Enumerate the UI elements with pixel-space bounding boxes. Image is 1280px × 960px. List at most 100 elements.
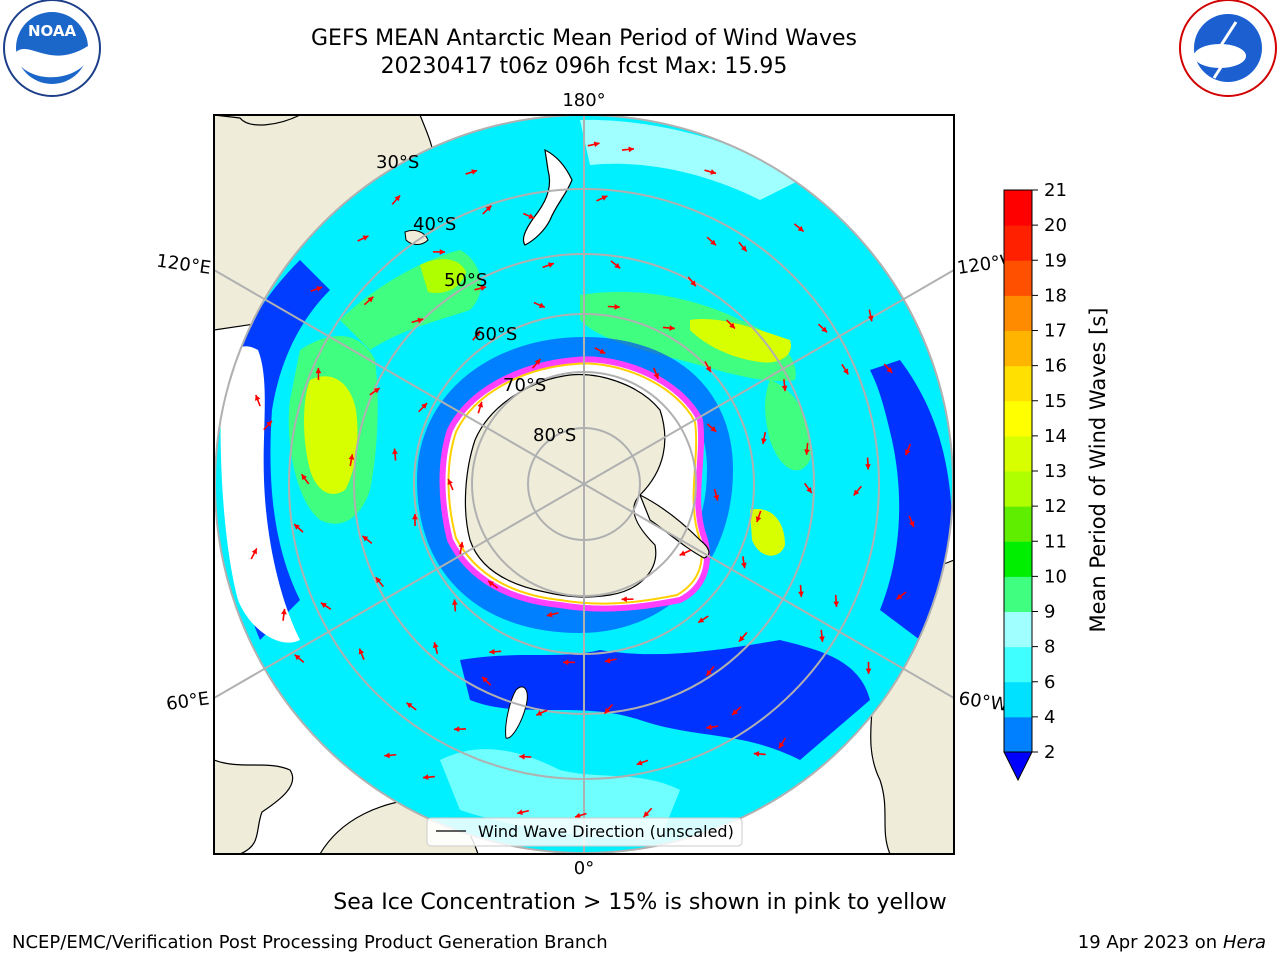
colorbar-tick-label: 8 xyxy=(1044,637,1055,658)
wave-direction-arrowhead xyxy=(679,550,686,556)
wave-direction-arrowhead xyxy=(853,489,860,496)
wave-direction-arrowhead xyxy=(601,195,608,201)
colorbar-cell xyxy=(1004,646,1032,683)
wave-direction-arrowhead xyxy=(886,367,893,373)
colorbar-cell xyxy=(1004,435,1032,472)
colorbar-tick-label: 12 xyxy=(1044,496,1067,517)
africa-landmass xyxy=(214,759,294,854)
wave-direction-arrowhead xyxy=(562,659,569,666)
wave-direction-arrowhead xyxy=(653,373,659,379)
blue-ring-around-ice xyxy=(416,336,734,634)
lon-label-0: 0° xyxy=(574,858,594,879)
footer-credit: NCEP/EMC/Verification Post Processing Pr… xyxy=(12,932,608,953)
wave-direction-arrowhead xyxy=(865,668,872,674)
colorbar-cell xyxy=(1004,506,1032,542)
colorbar-cell xyxy=(1004,365,1032,402)
light-cyan-south xyxy=(440,749,680,840)
wave-direction-arrowhead xyxy=(251,548,257,555)
white-region-west xyxy=(220,346,300,643)
wave-direction-arrowhead xyxy=(254,394,261,401)
wave-direction-arrowhead xyxy=(797,225,804,232)
wave-direction-arrowhead xyxy=(534,359,541,365)
wave-direction-arrowhead xyxy=(266,420,272,427)
colorbar-label: Mean Period of Wind Waves [s] xyxy=(1086,307,1110,633)
wave-direction-arrowhead xyxy=(488,580,494,587)
colorbar-cell xyxy=(1004,260,1032,296)
wave-direction-arrowhead xyxy=(865,464,871,470)
colorbar-tick-label: 15 xyxy=(1044,391,1067,412)
lon-label-120e: 120°E xyxy=(155,251,212,279)
wave-direction-arrowhead xyxy=(432,642,439,649)
meridian-60e-120w xyxy=(214,269,954,699)
colorbar-cell xyxy=(1004,190,1032,226)
wave-direction-arrowhead xyxy=(422,774,429,781)
wave-direction-arrowhead xyxy=(753,751,760,757)
colorbar-extend-triangle xyxy=(1003,751,1033,782)
wind-wave-arrows xyxy=(250,141,915,819)
wave-direction-arrowhead xyxy=(320,602,327,609)
wave-direction-arrowhead xyxy=(821,326,828,333)
colorbar-tick-label: 17 xyxy=(1044,321,1067,342)
wave-direction-arrowhead xyxy=(628,146,634,153)
wave-direction-arrowhead xyxy=(528,213,535,219)
colorbar-tick-label: 19 xyxy=(1044,250,1067,271)
yellow-core-west xyxy=(304,376,358,494)
wave-direction-arrowhead xyxy=(781,385,788,392)
colorbar-cell xyxy=(1004,681,1032,718)
wave-direction-arrowhead xyxy=(439,249,446,255)
lon-label-180: 180° xyxy=(562,90,605,111)
wave-direction-arrowhead xyxy=(621,596,627,603)
wave-direction-arrowhead xyxy=(367,296,374,303)
wave-direction-arrowhead xyxy=(394,195,401,202)
ice-edge-yellow xyxy=(447,362,703,605)
wave-direction-arrowhead xyxy=(417,317,424,324)
wave-direction-arrowhead xyxy=(705,365,711,372)
colorbar-ticks: 2 4 6 8 9 10 11 12 13 14 15 16 17 18 19 20 21 xyxy=(1032,180,1067,763)
wave-direction-arrowhead xyxy=(384,752,390,759)
colorbar-cells xyxy=(1003,189,1033,782)
wave-direction-arrowhead xyxy=(833,601,840,607)
noaa-gull-icon xyxy=(16,46,88,78)
colorbar-tick-label: 14 xyxy=(1044,426,1067,447)
colorbar-tick-label: 16 xyxy=(1044,356,1067,377)
wave-direction-arrowhead xyxy=(362,535,369,542)
wave-direction-arrowhead xyxy=(546,611,553,618)
wave-direction-arrowhead xyxy=(739,635,745,642)
wave-direction-arrowhead xyxy=(474,330,481,337)
wave-direction-arrowhead xyxy=(392,448,398,455)
wave-direction-arrowhead xyxy=(421,403,428,409)
footer-machine: Hera xyxy=(1222,932,1266,953)
wave-direction-arrowhead xyxy=(375,577,382,584)
nws-logo xyxy=(1179,0,1277,97)
lat-label-60s: 60°S xyxy=(474,324,517,345)
wave-direction-arrowhead xyxy=(519,753,525,760)
wave-direction-arrowhead xyxy=(358,648,365,655)
colorbar-cell xyxy=(1004,225,1032,261)
wave-direction-arrowhead xyxy=(732,709,738,715)
wave-direction-arrowhead xyxy=(867,315,874,322)
wave-direction-arrowhead xyxy=(741,562,747,569)
colorbar-cell xyxy=(1004,611,1032,648)
tasmania-landmass xyxy=(404,229,429,245)
wave-direction-arrowhead xyxy=(669,325,675,331)
wave-direction-arrowhead xyxy=(574,812,581,819)
chart-subtitle: 20230417 t06z 096h fcst Max: 15.95 xyxy=(380,54,788,79)
colorbar-tick-label: 11 xyxy=(1044,531,1067,552)
wave-direction-arrowhead xyxy=(698,617,705,623)
wave-direction-arrowhead xyxy=(690,280,696,287)
wave-direction-arrowhead xyxy=(710,426,717,432)
green-swath-ne xyxy=(580,291,796,381)
wave-direction-arrowhead xyxy=(806,487,812,494)
colorbar-tick-label: 18 xyxy=(1044,285,1067,306)
wave-direction-arrowhead xyxy=(604,707,611,714)
noaa-logo-text: NOAA xyxy=(28,22,77,40)
colorbar: 2 4 6 8 9 10 11 12 13 14 15 16 17 18 19 20 21 xyxy=(1003,180,1067,782)
light-cyan-north xyxy=(580,119,800,200)
kerguelen-island xyxy=(505,686,528,739)
wave-direction-arrowhead xyxy=(614,303,620,310)
lat-label-40s: 40°S xyxy=(413,214,456,235)
wave-direction-arrowhead xyxy=(614,262,621,269)
colorbar-cell xyxy=(1004,541,1032,577)
wave-direction-arrowhead xyxy=(599,348,606,354)
wave-direction-arrowhead xyxy=(536,710,543,716)
